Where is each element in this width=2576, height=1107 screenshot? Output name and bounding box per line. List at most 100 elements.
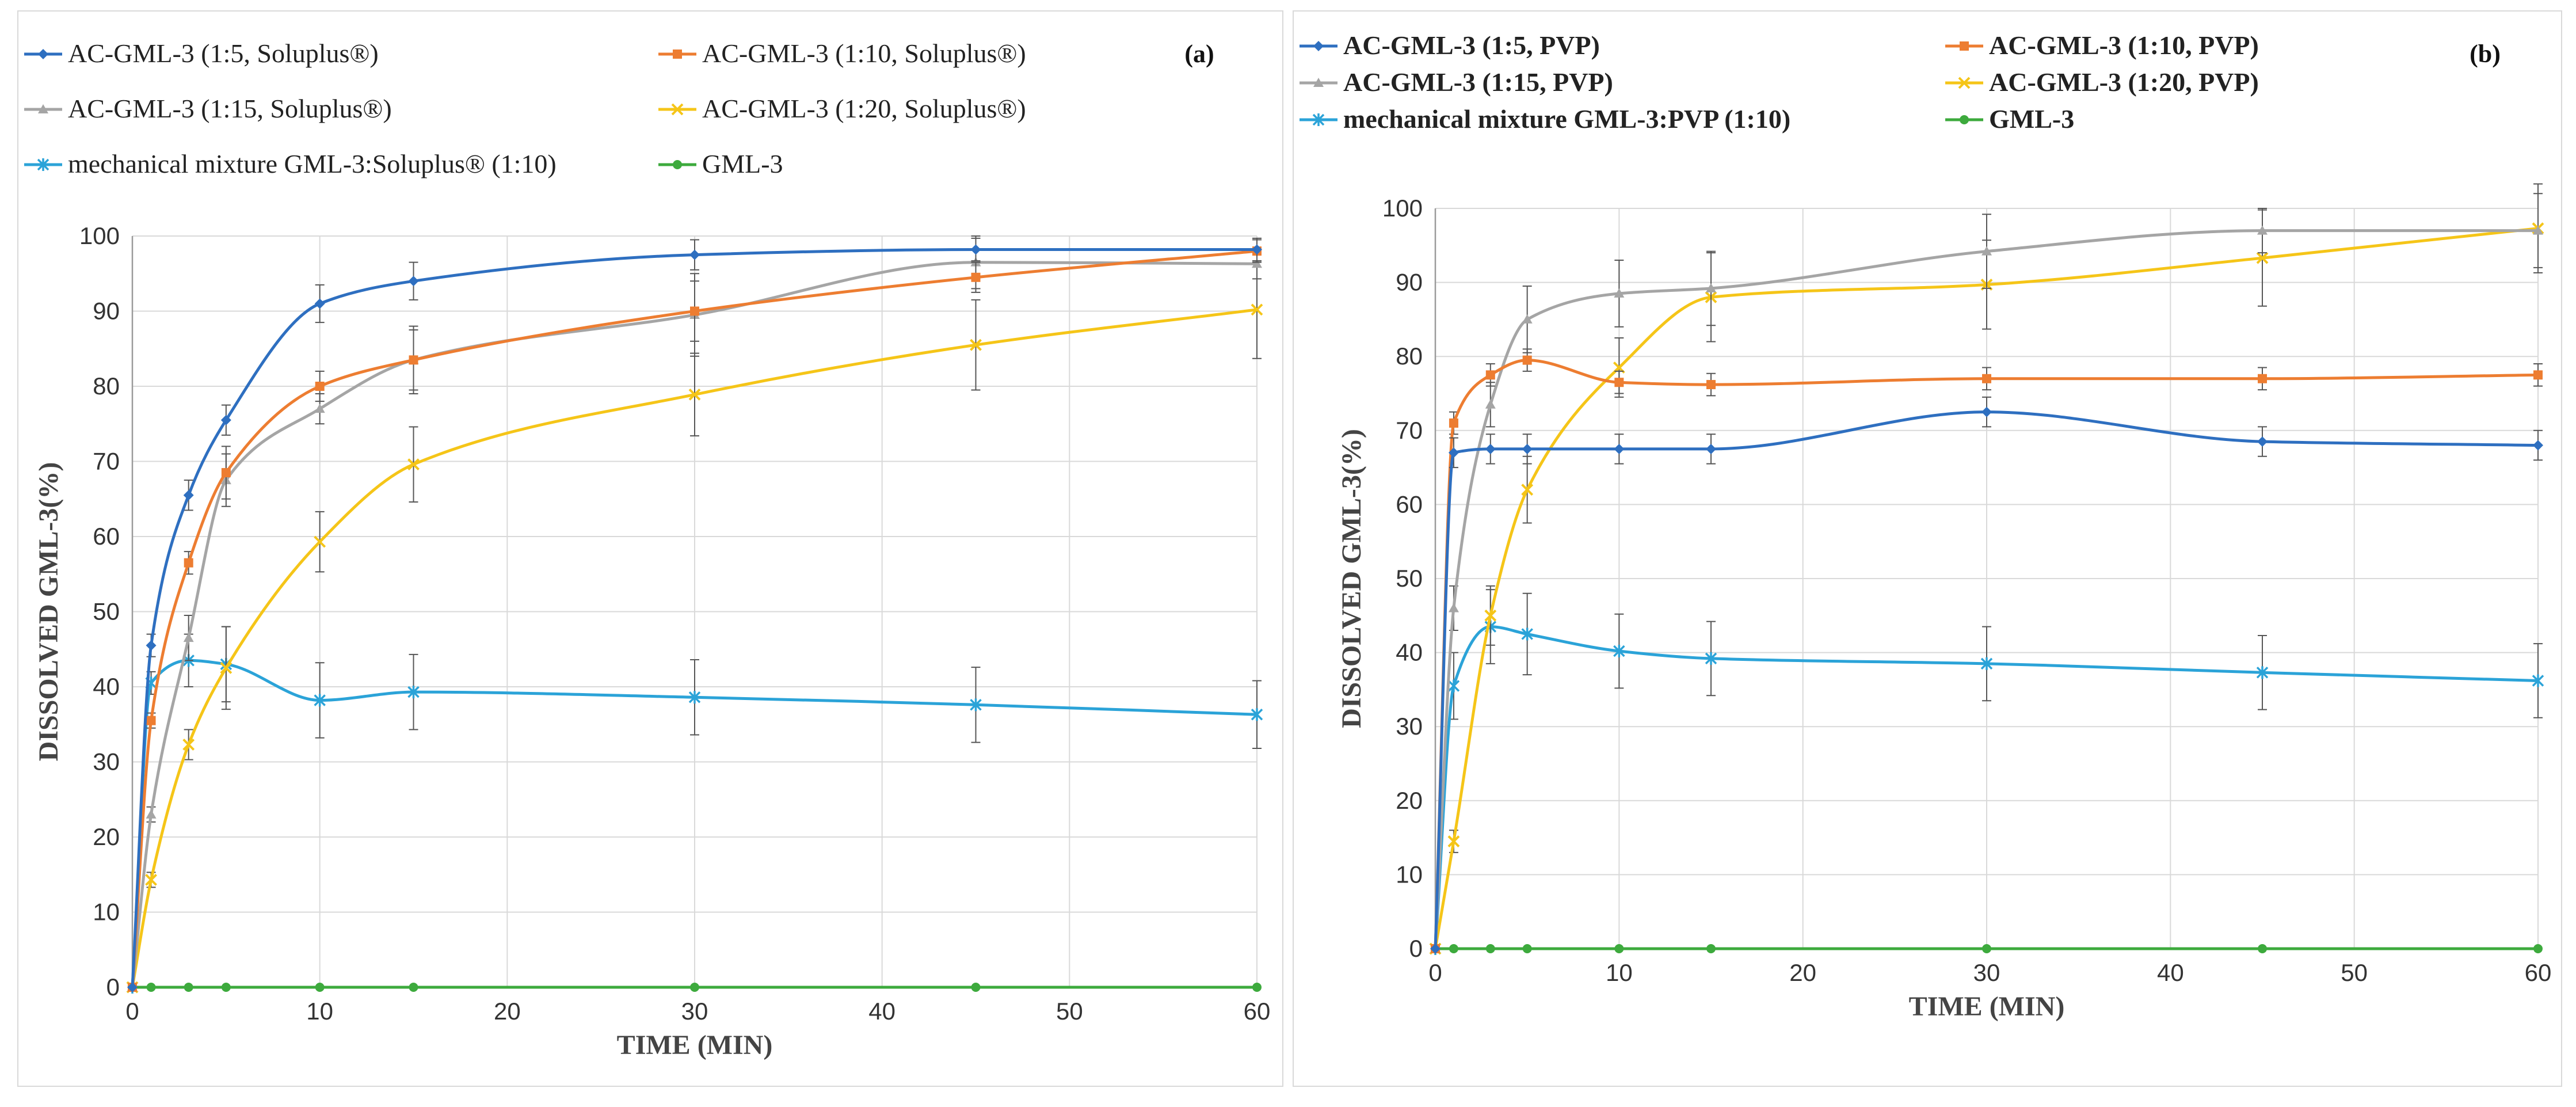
x-tick-label: 10 — [306, 998, 333, 1025]
data-point — [1613, 645, 1625, 658]
legend-marker — [673, 50, 682, 59]
data-point — [1449, 944, 1458, 953]
data-point — [183, 633, 194, 642]
series-ac-gml-3-1-5-soluplus — [127, 237, 1262, 992]
y-tick-label: 70 — [93, 448, 120, 475]
data-point — [220, 661, 233, 674]
data-point — [1705, 652, 1717, 665]
legend-label: AC-GML-3 (1:10, PVP) — [1989, 31, 2259, 60]
legend-item-ac-gml-3-1-5-pvp: AC-GML-3 (1:5, PVP) — [1300, 31, 1600, 60]
data-point — [1522, 944, 1532, 953]
legend-item-mechanical-mixture-gml-3-pvp-1-10: mechanical mixture GML-3:PVP (1:10) — [1300, 104, 1790, 134]
data-point — [690, 306, 699, 316]
legend-item-ac-gml-3-1-5-soluplus: AC-GML-3 (1:5, Soluplus®) — [24, 39, 379, 68]
legend-item-ac-gml-3-1-20-soluplus: AC-GML-3 (1:20, Soluplus®) — [658, 94, 1026, 123]
legend-label: AC-GML-3 (1:20, Soluplus®) — [702, 94, 1026, 123]
y-tick-label: 100 — [79, 222, 120, 249]
y-tick-label: 10 — [93, 899, 120, 926]
data-point — [2256, 252, 2269, 264]
data-point — [182, 739, 195, 751]
data-point — [1614, 378, 1624, 387]
chart-panel-a: 0 10 20 30 40 50 60 70 80 90 100 0 10 20 30 40 50 60 TIME … — [17, 10, 1283, 1087]
data-point — [220, 414, 231, 425]
legend-label: GML-3 — [1989, 104, 2074, 134]
data-point — [688, 691, 701, 704]
chart-b-svg: 0 10 20 30 40 50 60 70 80 90 100 0 10 20 30 40 50 60 TIME … — [1300, 31, 2551, 1022]
x-tick-label: 50 — [1056, 998, 1083, 1025]
y-tick-label: 30 — [1396, 713, 1423, 740]
data-point — [1449, 418, 1458, 428]
legend-marker — [1958, 77, 1971, 89]
legend-label: AC-GML-3 (1:15, PVP) — [1343, 67, 1613, 97]
data-point — [184, 983, 193, 992]
data-point — [407, 458, 420, 471]
legend-item-ac-gml-3-1-15-soluplus: AC-GML-3 (1:15, Soluplus®) — [24, 94, 392, 123]
data-point — [1706, 283, 1716, 292]
series-line — [1434, 227, 2539, 949]
legend-label: AC-GML-3 (1:10, Soluplus®) — [702, 39, 1026, 68]
data-point — [1448, 603, 1459, 613]
y-tick-label: 0 — [1409, 935, 1423, 962]
y-tick-label: 90 — [93, 298, 120, 325]
series-mechanical-mixture-gml-3-soluplus-1-10 — [126, 626, 1263, 994]
y-tick-label: 50 — [93, 598, 120, 625]
data-point — [1522, 314, 1533, 324]
series-ac-gml-3-1-5-pvp — [1430, 396, 2543, 954]
data-point — [2257, 436, 2268, 447]
series-line — [131, 249, 1257, 988]
data-point — [315, 382, 325, 391]
data-point — [2258, 374, 2267, 383]
data-point — [314, 404, 325, 413]
x-tick-label: 50 — [2341, 959, 2368, 986]
data-point — [1521, 627, 1533, 641]
x-tick-label: 30 — [1973, 959, 2000, 986]
series-mechanical-mixture-gml-3-pvp-1-10 — [1429, 589, 2544, 955]
legend-item-ac-gml-3-1-10-pvp: AC-GML-3 (1:10, PVP) — [1945, 31, 2259, 60]
legend-marker — [1960, 115, 1969, 124]
legend-label: AC-GML-3 (1:5, Soluplus®) — [68, 39, 379, 68]
x-tick-label: 10 — [1606, 959, 1633, 986]
data-point — [314, 694, 326, 707]
legend-marker — [1313, 78, 1324, 87]
data-point — [409, 983, 418, 992]
data-point — [970, 698, 982, 712]
data-point — [314, 298, 325, 309]
chart-b-legend: AC-GML-3 (1:5, PVP) AC-GML-3 (1:10, PVP) A… — [1300, 31, 2259, 134]
series-gml-3 — [128, 983, 1262, 992]
y-tick-label: 60 — [93, 523, 120, 550]
data-point — [1252, 244, 1262, 255]
legend-marker — [1313, 41, 1324, 51]
data-point — [2258, 944, 2267, 953]
data-point — [971, 983, 981, 992]
series-line — [131, 248, 1257, 988]
x-tick-label: 0 — [1428, 959, 1442, 986]
chart-a-legend: AC-GML-3 (1:5, Soluplus®) AC-GML-3 (1:10,… — [24, 39, 1026, 178]
y-tick-label: 50 — [1396, 565, 1423, 592]
data-point — [1485, 944, 1495, 953]
legend-label: mechanical mixture GML-3:Soluplus® (1:10… — [68, 149, 557, 178]
y-tick-label: 10 — [1396, 861, 1423, 888]
data-point — [1251, 303, 1263, 316]
data-point — [1981, 406, 1992, 417]
legend-item-ac-gml-3-1-15-pvp: AC-GML-3 (1:15, PVP) — [1300, 67, 1613, 97]
series-ac-gml-3-1-20-soluplus — [126, 260, 1263, 994]
legend-marker — [671, 103, 684, 116]
y-tick-label: 20 — [93, 823, 120, 850]
data-point — [1251, 708, 1263, 721]
y-tick-label: 40 — [1396, 639, 1423, 666]
data-point — [2533, 440, 2543, 451]
series-ac-gml-3-1-10-pvp — [1431, 348, 2543, 953]
x-tick-label: 40 — [868, 998, 895, 1025]
series-line — [131, 261, 1257, 988]
data-point — [1982, 374, 1991, 383]
data-point — [315, 983, 325, 992]
data-point — [1447, 679, 1460, 693]
data-point — [221, 468, 231, 478]
series-line — [1434, 410, 2539, 949]
data-point — [2533, 370, 2543, 380]
y-tick-label: 90 — [1396, 269, 1423, 296]
x-axis-title: TIME (MIN) — [617, 1030, 773, 1060]
x-tick-label: 0 — [125, 998, 139, 1025]
data-point — [1522, 443, 1533, 454]
data-point — [2257, 225, 2268, 235]
